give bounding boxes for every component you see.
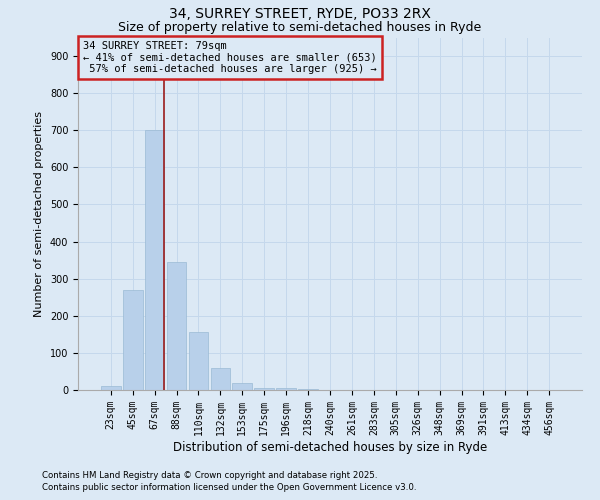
Bar	[101, 386, 121, 390]
Text: 34, SURREY STREET, RYDE, PO33 2RX: 34, SURREY STREET, RYDE, PO33 2RX	[169, 8, 431, 22]
Bar	[276, 388, 296, 390]
Bar	[211, 368, 230, 390]
Bar	[167, 262, 187, 390]
Text: Size of property relative to semi-detached houses in Ryde: Size of property relative to semi-detach…	[118, 21, 482, 34]
Y-axis label: Number of semi-detached properties: Number of semi-detached properties	[34, 111, 44, 317]
Bar	[123, 290, 143, 390]
Text: Contains public sector information licensed under the Open Government Licence v3: Contains public sector information licen…	[42, 484, 416, 492]
Text: 34 SURREY STREET: 79sqm
← 41% of semi-detached houses are smaller (653)
 57% of : 34 SURREY STREET: 79sqm ← 41% of semi-de…	[83, 41, 377, 74]
Text: Contains HM Land Registry data © Crown copyright and database right 2025.: Contains HM Land Registry data © Crown c…	[42, 471, 377, 480]
Bar	[145, 130, 164, 390]
Bar	[254, 388, 274, 390]
X-axis label: Distribution of semi-detached houses by size in Ryde: Distribution of semi-detached houses by …	[173, 440, 487, 454]
Bar	[188, 332, 208, 390]
Bar	[232, 382, 252, 390]
